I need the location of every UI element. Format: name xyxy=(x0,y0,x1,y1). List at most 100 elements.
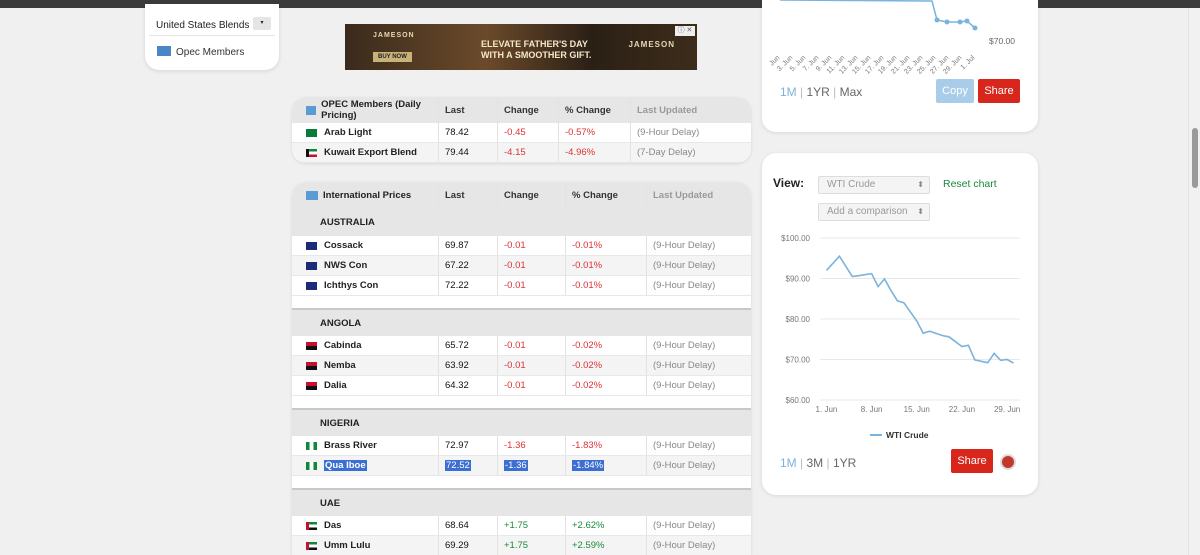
row-pct-change-text: -0.57% xyxy=(565,127,596,138)
row-pct-change-text: -0.02% xyxy=(572,340,603,351)
ad-banner[interactable]: JAMESON BUY NOW ELEVATE FATHER'S DAY WIT… xyxy=(345,24,697,70)
blend-item-opec[interactable]: Opec Members xyxy=(157,46,244,58)
range-1m[interactable]: 1M xyxy=(780,456,797,470)
row-pct-change-text: +2.59% xyxy=(572,540,605,551)
table-row[interactable]: Dalia 64.32 -0.01 -0.02% (9-Hour Delay) xyxy=(292,376,751,396)
select-arrows-icon: ⬍ xyxy=(917,180,924,189)
section-rows: Cossack 69.87 -0.01 -0.01% (9-Hour Delay) NWS… xyxy=(292,236,751,296)
header-pct-change: % Change xyxy=(559,97,631,123)
row-name-text: Dalia xyxy=(324,380,347,391)
row-last: 68.64 xyxy=(439,516,498,535)
range-1m[interactable]: 1M xyxy=(780,85,797,99)
table-row[interactable]: Ichthys Con 72.22 -0.01 -0.01% (9-Hour Delay… xyxy=(292,276,751,296)
x-tick-label: 15. Jun xyxy=(904,405,930,414)
row-last-updated: (9-Hour Delay) xyxy=(631,123,751,142)
range-1yr[interactable]: 1YR xyxy=(832,456,857,470)
row-pct-change: -0.02% xyxy=(566,356,647,375)
y-tick-label: $80.00 xyxy=(786,315,811,324)
copy-button[interactable]: Copy xyxy=(936,79,974,103)
row-pct-change-text: -0.02% xyxy=(572,360,603,371)
share-icon[interactable] xyxy=(1000,454,1016,470)
section-title: UAE xyxy=(292,488,751,516)
opec-icon xyxy=(306,105,317,115)
section-title: NIGERIA xyxy=(292,408,751,436)
expand-button[interactable]: ▾ xyxy=(253,17,271,30)
row-last-updated-text: (9-Hour Delay) xyxy=(637,127,700,138)
row-last-updated: (9-Hour Delay) xyxy=(647,516,751,535)
opec-table: OPEC Members (Daily Pricing) Last Change… xyxy=(292,97,751,163)
row-last-text: 79.44 xyxy=(445,147,469,158)
row-last-updated: (9-Hour Delay) xyxy=(647,436,751,455)
scrollbar-thumb[interactable] xyxy=(1192,128,1198,188)
range-3m[interactable]: 3M xyxy=(806,456,824,470)
angola-flag-icon xyxy=(306,361,317,370)
select-value: WTI Crude xyxy=(827,179,876,190)
page-scrollbar[interactable] xyxy=(1188,8,1200,555)
row-change-text: -0.01 xyxy=(504,260,526,271)
row-name-text: Brass River xyxy=(324,440,377,451)
table-row[interactable]: Arab Light 78.42 -0.45 -0.57% (9-Hour Delay) xyxy=(292,123,751,143)
row-change: +1.75 xyxy=(498,516,566,535)
table-row[interactable]: NWS Con 67.22 -0.01 -0.01% (9-Hour Delay) xyxy=(292,256,751,276)
blend-item-label: Opec Members xyxy=(176,47,245,58)
header-name-label: OPEC Members (Daily Pricing) xyxy=(321,99,421,121)
row-pct-change: -0.57% xyxy=(559,123,631,142)
row-name-text: Cossack xyxy=(324,240,364,251)
table-body: AUSTRALIA Cossack 69.87 -0.01 -0.01% (9-Hour … xyxy=(292,208,751,555)
row-name: Cossack xyxy=(292,236,439,255)
blend-item-us[interactable]: United States Blends ▾ xyxy=(149,14,275,36)
row-last-updated: (7-Day Delay) xyxy=(631,143,751,162)
table-row[interactable]: Kuwait Export Blend 79.44 -4.15 -4.96% (7-Da… xyxy=(292,143,751,163)
mini-chart-widget: Jun 3. Jun 5. Jun 7. Jun 9. Jun 11. Jun 13. Ju… xyxy=(762,0,1038,132)
ad-buy-button[interactable]: BUY NOW xyxy=(373,52,412,62)
row-last-updated-text: (9-Hour Delay) xyxy=(653,240,716,251)
row-change: -4.15 xyxy=(498,143,559,162)
table-row[interactable]: Das 68.64 +1.75 +2.62% (9-Hour Delay) xyxy=(292,516,751,536)
table-row[interactable]: Qua Iboe 72.52 -1.36 -1.84% (9-Hour Delay) xyxy=(292,456,751,476)
range-1yr[interactable]: 1YR xyxy=(806,85,830,99)
row-last: 64.32 xyxy=(439,376,498,395)
row-last: 65.72 xyxy=(439,336,498,355)
row-last-updated-text: (9-Hour Delay) xyxy=(653,280,716,291)
series-line-wti xyxy=(825,254,1014,364)
row-last-updated-text: (9-Hour Delay) xyxy=(653,440,716,451)
ad-close-icon[interactable]: ⓘ ✕ xyxy=(675,26,695,36)
section-spacer xyxy=(292,396,751,408)
section-rows: Das 68.64 +1.75 +2.62% (9-Hour Delay) Umm Lul… xyxy=(292,516,751,555)
row-last-updated-text: (9-Hour Delay) xyxy=(653,460,716,471)
row-change-text: -0.01 xyxy=(504,380,526,391)
price-chart-widget: View: WTI Crude ⬍ Add a comparison ⬍ Reset… xyxy=(762,153,1038,495)
section-rows: Cabinda 65.72 -0.01 -0.02% (9-Hour Delay) Nem… xyxy=(292,336,751,396)
reset-chart-link[interactable]: Reset chart xyxy=(943,178,997,190)
row-last-updated: (9-Hour Delay) xyxy=(647,256,751,275)
row-last-updated: (9-Hour Delay) xyxy=(647,536,751,555)
row-last-text: 69.87 xyxy=(445,240,469,251)
x-tick-label: 8. Jun xyxy=(861,405,883,414)
comparison-select[interactable]: Add a comparison ⬍ xyxy=(818,203,930,221)
table-row[interactable]: Cabinda 65.72 -0.01 -0.02% (9-Hour Delay) xyxy=(292,336,751,356)
row-name: Nemba xyxy=(292,356,439,375)
y-tick-label: $90.00 xyxy=(786,275,811,284)
table-row[interactable]: Nemba 63.92 -0.01 -0.02% (9-Hour Delay) xyxy=(292,356,751,376)
mini-chart-x-tick: 1. Jul xyxy=(960,54,977,71)
share-button[interactable]: Share xyxy=(951,449,993,473)
row-pct-change-text: -1.83% xyxy=(572,440,603,451)
commodity-select[interactable]: WTI Crude ⬍ xyxy=(818,176,930,194)
row-name-text: Das xyxy=(324,520,342,531)
international-table: International Prices Last Change % Chang… xyxy=(292,182,751,555)
range-max[interactable]: Max xyxy=(839,85,863,99)
header-last-updated: Last Updated xyxy=(637,104,698,116)
table-row[interactable]: Umm Lulu 69.29 +1.75 +2.59% (9-Hour Delay) xyxy=(292,536,751,555)
share-button[interactable]: Share xyxy=(978,79,1020,103)
row-name: Cabinda xyxy=(292,336,439,355)
row-last: 69.87 xyxy=(439,236,498,255)
legend-label: WTI Crude xyxy=(886,430,929,438)
x-tick-label: 1. Jun xyxy=(816,405,838,414)
row-change-text: -0.01 xyxy=(504,340,526,351)
row-change-text: -4.15 xyxy=(504,147,526,158)
row-pct-change-text: -0.02% xyxy=(572,380,603,391)
table-row[interactable]: Brass River 72.97 -1.36 -1.83% (9-Hour Delay… xyxy=(292,436,751,456)
table-row[interactable]: Cossack 69.87 -0.01 -0.01% (9-Hour Delay) xyxy=(292,236,751,256)
row-last-updated: (9-Hour Delay) xyxy=(647,336,751,355)
